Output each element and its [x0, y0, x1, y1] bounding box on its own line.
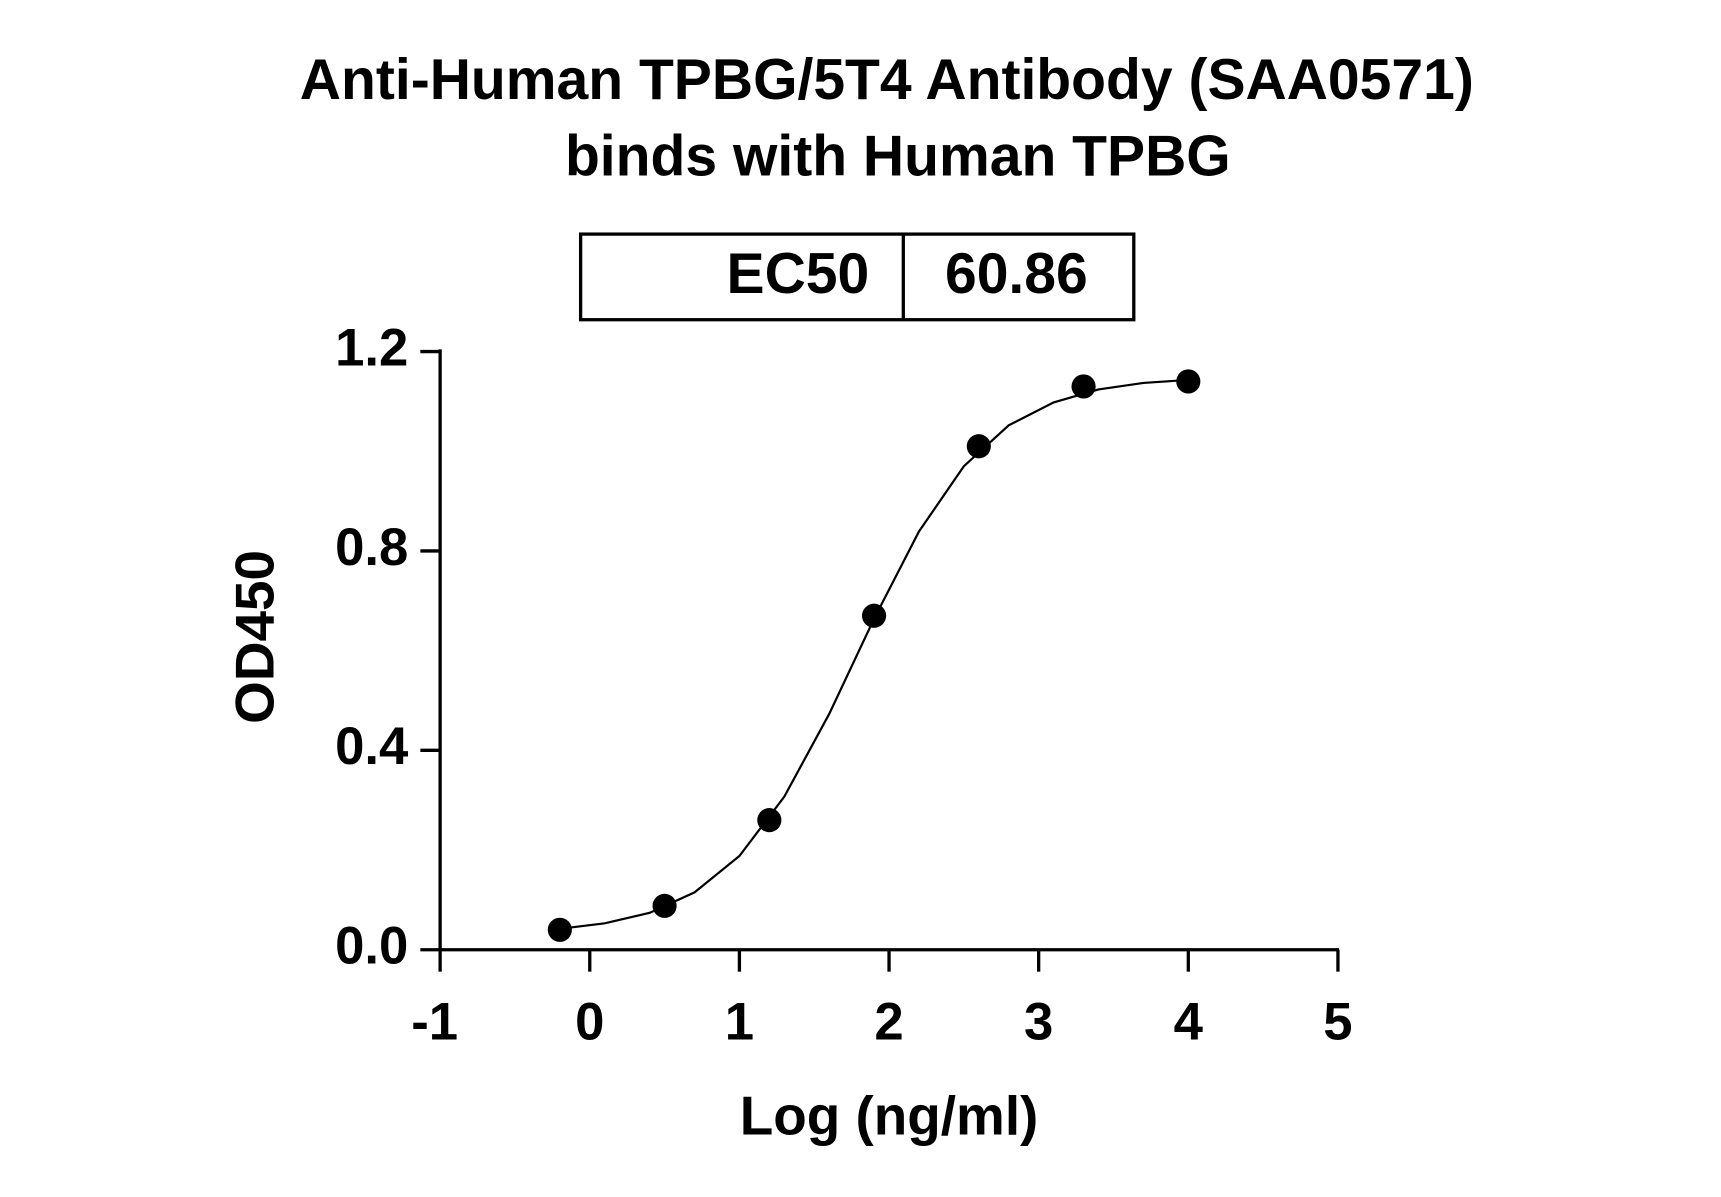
data-point	[757, 808, 782, 833]
chart-title: Anti-Human TPBG/5T4 Antibody (SAA0571)	[300, 48, 1474, 112]
x-tick-label: 4	[1174, 992, 1204, 1051]
x-tick-label: -1	[411, 992, 458, 1051]
data-point	[966, 434, 991, 459]
y-tick-label: 0.4	[335, 717, 409, 776]
y-axis-label: OD450	[224, 550, 286, 724]
x-tick-label: 1	[725, 992, 754, 1051]
data-point	[1176, 369, 1201, 394]
y-tick-label: 0.8	[335, 518, 408, 577]
x-tick-label: 2	[874, 992, 903, 1051]
y-tick-label: 1.2	[335, 318, 408, 377]
x-axis-label: Log (ng/ml)	[740, 1084, 1039, 1146]
ec50-label: EC50	[727, 242, 870, 306]
ec50-box	[578, 232, 1136, 322]
data-point	[862, 603, 887, 628]
y-tick-label: 0.0	[335, 917, 408, 976]
ec50-value: 60.86	[945, 242, 1088, 306]
data-point	[1071, 374, 1096, 399]
x-tick-label: 3	[1024, 992, 1053, 1051]
chart-title: binds with Human TPBG	[565, 125, 1231, 189]
x-tick-label: 5	[1323, 992, 1352, 1051]
data-point	[652, 893, 677, 918]
data-point	[547, 917, 572, 942]
x-tick-label: 0	[575, 992, 604, 1051]
fit-curve	[559, 378, 1189, 930]
